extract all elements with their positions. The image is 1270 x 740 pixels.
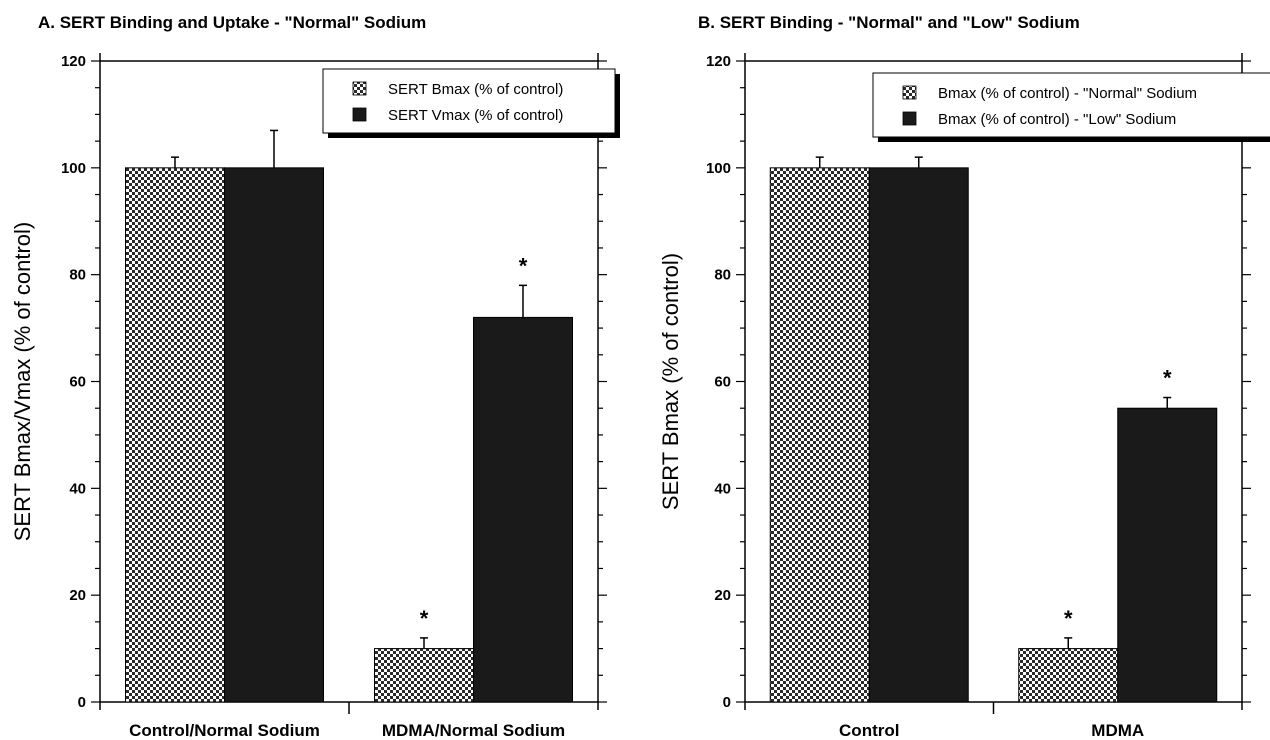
bar — [769, 167, 870, 703]
y-tick-label: 100 — [61, 160, 86, 177]
bar — [473, 316, 573, 703]
y-axis-label: SERT Bmax (% of control) — [658, 253, 683, 510]
legend-swatch — [352, 81, 367, 96]
legend-box — [322, 68, 616, 134]
legend-swatch — [352, 107, 367, 122]
y-tick-label: 20 — [69, 587, 86, 604]
legend-label: Bmax (% of control) - "Low" Sodium — [938, 111, 1176, 128]
bar — [224, 167, 324, 703]
legend-label: SERT Bmax (% of control) — [388, 81, 563, 98]
x-category-label: MDMA/Normal Sodium — [382, 721, 565, 740]
y-tick-label: 20 — [714, 587, 731, 604]
bar — [1117, 407, 1218, 703]
chart-title: B. SERT Binding - "Normal" and "Low" Sod… — [698, 13, 1080, 32]
y-tick-label: 80 — [69, 267, 86, 284]
legend-label: Bmax (% of control) - "Normal" Sodium — [938, 85, 1197, 102]
bar — [374, 648, 474, 703]
legend-swatch — [902, 85, 917, 100]
bar — [1018, 648, 1119, 703]
legend-box — [872, 72, 1270, 138]
y-tick-label: 120 — [706, 53, 731, 70]
bar — [125, 167, 225, 703]
chart-title: A. SERT Binding and Uptake - "Normal" So… — [38, 13, 426, 32]
bar — [868, 167, 969, 703]
significance-mark: * — [519, 253, 528, 278]
x-category-label: Control — [839, 721, 899, 740]
panel-b: B. SERT Binding - "Normal" and "Low" Sod… — [658, 13, 1270, 740]
x-category-label: Control/Normal Sodium — [129, 721, 320, 740]
legend-swatch — [902, 111, 917, 126]
significance-mark: * — [420, 606, 429, 631]
y-tick-label: 0 — [723, 694, 731, 711]
y-axis-label: SERT Bmax/Vmax (% of control) — [10, 222, 35, 542]
legend-label: SERT Vmax (% of control) — [388, 107, 563, 124]
x-category-label: MDMA — [1091, 721, 1144, 740]
y-tick-label: 40 — [69, 480, 86, 497]
y-tick-label: 0 — [78, 694, 86, 711]
y-tick-label: 100 — [706, 160, 731, 177]
y-tick-label: 40 — [714, 480, 731, 497]
significance-mark: * — [1163, 366, 1172, 391]
panel-a: A. SERT Binding and Uptake - "Normal" So… — [10, 13, 620, 740]
y-tick-label: 80 — [714, 267, 731, 284]
y-tick-label: 60 — [714, 374, 731, 391]
y-tick-label: 60 — [69, 374, 86, 391]
y-tick-label: 120 — [61, 53, 86, 70]
significance-mark: * — [1064, 606, 1073, 631]
